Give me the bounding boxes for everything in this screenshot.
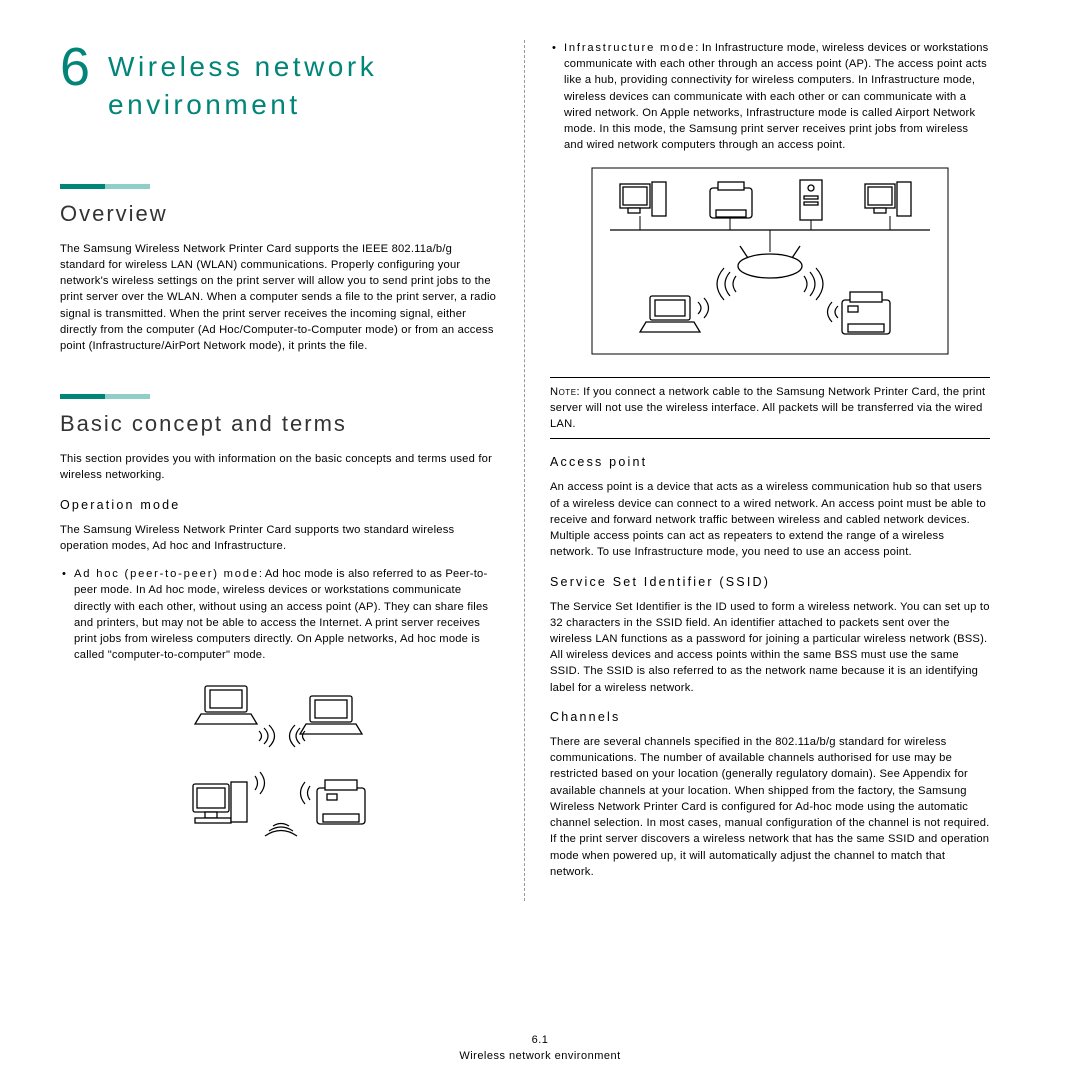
basic-concepts-section: Basic concept and terms This section pro…	[60, 394, 499, 860]
chapter-header: 6 Wireless network environment	[60, 40, 499, 124]
note-text: Note: If you connect a network cable to …	[550, 384, 990, 433]
chapter-title: Wireless network environment	[108, 40, 499, 124]
right-column: Infrastructure mode: In Infrastructure m…	[525, 40, 990, 901]
running-footer: Wireless network environment	[0, 1050, 1080, 1062]
note-label: Note	[550, 386, 577, 398]
ssid-body: The Service Set Identifier is the ID use…	[550, 599, 990, 696]
infrastructure-bullet-list: Infrastructure mode: In Infrastructure m…	[550, 40, 990, 154]
adhoc-diagram	[60, 676, 499, 861]
page-footer: 6.1 Wireless network environment	[0, 1034, 1080, 1062]
page: 6 Wireless network environment Overview …	[0, 0, 1080, 901]
two-column-layout: 6 Wireless network environment Overview …	[60, 40, 1020, 901]
ssid-heading: Service Set Identifier (SSID)	[550, 575, 990, 589]
infra-text: : In Infrastructure mode, wireless devic…	[564, 42, 988, 151]
overview-body: The Samsung Wireless Network Printer Car…	[60, 241, 499, 355]
infrastructure-network-icon	[590, 166, 950, 356]
adhoc-label: Ad hoc (peer-to-peer) mode	[74, 568, 259, 580]
adhoc-bullet-list: Ad hoc (peer-to-peer) mode: Ad hoc mode …	[60, 566, 499, 663]
overview-section: Overview The Samsung Wireless Network Pr…	[60, 184, 499, 355]
basic-title: Basic concept and terms	[60, 411, 499, 437]
overview-title: Overview	[60, 201, 499, 227]
channels-heading: Channels	[550, 710, 990, 724]
bar-segment-dark	[60, 394, 105, 399]
section-accent-bar	[60, 394, 150, 399]
operation-mode-intro: The Samsung Wireless Network Printer Car…	[60, 522, 499, 554]
basic-intro: This section provides you with informati…	[60, 451, 499, 483]
infrastructure-diagram	[550, 166, 990, 361]
adhoc-text: : Ad hoc mode is also referred to as Pee…	[74, 568, 488, 661]
bar-segment-dark	[60, 184, 105, 189]
channels-body: There are several channels specified in …	[550, 734, 990, 880]
note-body: : If you connect a network cable to the …	[550, 386, 985, 430]
adhoc-bullet: Ad hoc (peer-to-peer) mode: Ad hoc mode …	[60, 566, 499, 663]
operation-mode-heading: Operation mode	[60, 498, 499, 512]
infrastructure-bullet: Infrastructure mode: In Infrastructure m…	[550, 40, 990, 154]
adhoc-network-icon	[165, 676, 395, 856]
access-point-heading: Access point	[550, 455, 990, 469]
left-column: 6 Wireless network environment Overview …	[60, 40, 525, 901]
chapter-number: 6	[60, 40, 90, 94]
infra-label: Infrastructure mode	[564, 42, 695, 54]
page-number: 6.1	[0, 1034, 1080, 1046]
section-accent-bar	[60, 184, 150, 189]
bar-segment-light	[105, 184, 150, 189]
note-box: Note: If you connect a network cable to …	[550, 377, 990, 440]
bar-segment-light	[105, 394, 150, 399]
access-point-body: An access point is a device that acts as…	[550, 479, 990, 560]
